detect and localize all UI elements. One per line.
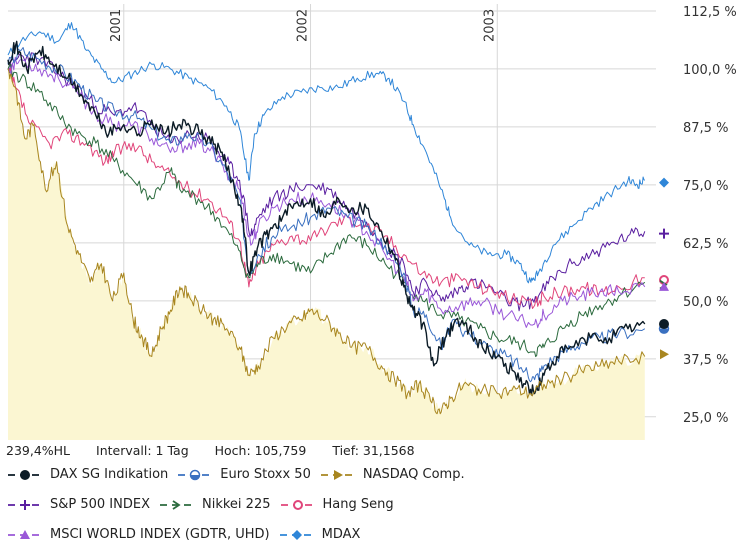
- y-tick-label: 87,5 %: [683, 121, 728, 136]
- legend-swatch-icon: [160, 499, 194, 510]
- legend-marker-icon: [333, 469, 343, 480]
- legend-item: MDAX: [278, 527, 361, 542]
- legend-swatch-icon: [280, 499, 315, 510]
- legend-item: Euro Stoxx 50: [176, 467, 311, 482]
- y-tick-label: 50,0 %: [683, 295, 728, 310]
- legend-label: S&P 500 INDEX: [50, 497, 150, 512]
- legend-item: Hang Seng: [279, 497, 394, 512]
- series-line-dax-sg-indikation: [7, 40, 646, 396]
- legend-item: S&P 500 INDEX: [6, 497, 150, 512]
- interval-stat: Intervall: 1 Tag: [96, 443, 189, 458]
- nasdaq-area-fill: [8, 68, 645, 440]
- legend-row: S&P 500 INDEX Nikkei 225 Hang Seng: [6, 497, 402, 516]
- legend-swatch-icon: [279, 529, 314, 540]
- legend-marker-icon: [20, 529, 30, 539]
- series-line-nikkei-225: [7, 63, 646, 358]
- legend-item: MSCI WORLD INDEX (GDTR, UHD): [6, 527, 270, 542]
- y-tick-label: 75,0 %: [683, 179, 728, 194]
- high-stat: Hoch: 105,759: [214, 443, 307, 458]
- legend-label: MDAX: [321, 527, 361, 542]
- end-marker-nasdaq-comp-: [660, 349, 669, 360]
- x-axis: 2001 2002 2003: [109, 9, 497, 42]
- end-marker-mdax: [659, 177, 669, 188]
- end-marker-s-p-500-index: [659, 228, 669, 239]
- end-marker-dax-sg-indikation: [659, 319, 669, 330]
- series-line-hang-seng: [7, 67, 645, 309]
- y-tick-label: 100,0 %: [683, 63, 737, 78]
- range-stat: 239,4%HL: [6, 443, 71, 458]
- legend-label: Euro Stoxx 50: [220, 467, 311, 482]
- x-tick-label: 2001: [109, 9, 124, 42]
- legend-row: DAX SG Indikation Euro Stoxx 50 NASDAQ Com…: [6, 467, 473, 486]
- end-markers: [658, 177, 670, 360]
- y-tick-label: 37,5 %: [683, 353, 728, 368]
- legend-marker-icon: [292, 499, 303, 510]
- x-tick-label: 2003: [482, 9, 497, 42]
- series-line-s-p-500-index: [7, 52, 646, 312]
- y-tick-label: 62,5 %: [683, 237, 728, 252]
- x-tick-label: 2002: [296, 9, 311, 42]
- legend-marker-icon: [20, 499, 30, 510]
- y-axis: 112,5 % 100,0 % 87,5 % 75,0 % 62,5 % 50,0 % 37…: [683, 5, 737, 426]
- legend-label: NASDAQ Comp.: [362, 467, 465, 482]
- stats-row: 239,4%HL Intervall: 1 Tag Hoch: 105,759 …: [6, 443, 437, 458]
- legend-label: Nikkei 225: [202, 497, 271, 512]
- low-stat: Tief: 31,1568: [332, 443, 415, 458]
- legend-swatch-icon: [8, 499, 42, 510]
- series-line-nasdaq-comp-: [7, 68, 646, 415]
- y-tick-label: 25,0 %: [683, 411, 728, 426]
- legend-swatch-icon: [178, 469, 213, 480]
- end-marker-msci-world-index-gdtr-uhd-: [659, 281, 669, 291]
- y-tick-label: 112,5 %: [683, 5, 737, 20]
- legend-row: MSCI WORLD INDEX (GDTR, UHD) MDAX: [6, 527, 368, 546]
- legend-item: Nikkei 225: [158, 497, 271, 512]
- legend-item: NASDAQ Comp.: [319, 467, 465, 482]
- series-line-euro-stoxx-50: [7, 47, 646, 383]
- series-line-msci-world-index-gdtr-uhd-: [7, 56, 646, 329]
- legend-label: DAX SG Indikation: [50, 467, 169, 482]
- legend-marker-icon: [172, 499, 181, 510]
- legend-label: Hang Seng: [322, 497, 394, 512]
- series-line-mdax: [7, 22, 646, 284]
- legend-swatch-icon: [320, 469, 355, 480]
- legend-swatch-icon: [8, 469, 42, 480]
- chart: 112,5 % 100,0 % 87,5 % 75,0 % 62,5 % 50,0 % 37…: [7, 4, 737, 440]
- legend-item: DAX SG Indikation: [6, 467, 168, 482]
- legend-marker-icon: [190, 469, 201, 480]
- legend-swatch-icon: [8, 529, 42, 539]
- legend-marker-icon: [291, 529, 302, 540]
- legend-label: MSCI WORLD INDEX (GDTR, UHD): [50, 527, 270, 542]
- legend-marker-icon: [20, 469, 30, 480]
